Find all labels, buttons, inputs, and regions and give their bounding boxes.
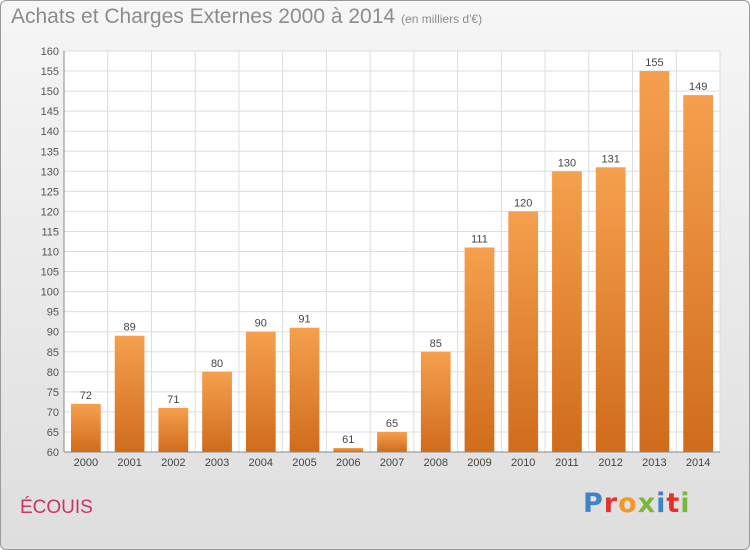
chart-subtitle: (en milliers d'€) [401,12,483,26]
y-tick-label: 95 [47,307,59,319]
y-tick-label: 135 [41,146,59,158]
x-tick-label: 2008 [423,457,447,469]
data-label: 111 [471,233,488,245]
logo-letter: P [583,488,604,519]
x-tick-label: 2014 [686,457,710,469]
data-label: 89 [123,322,135,334]
chart-title: Achats et Charges Externes 2000 à 2014 (e… [11,5,482,29]
y-tick-label: 105 [41,267,59,279]
logo-letter: r [603,488,619,519]
bar [639,71,670,453]
logo-letter: i [656,488,667,519]
bar [508,211,539,452]
y-tick-label: 155 [41,66,59,78]
data-label: 90 [255,318,267,330]
x-tick-label: 2005 [292,457,316,469]
x-tick-label: 2001 [117,457,141,469]
data-label: 61 [342,434,354,446]
x-tick-label: 2003 [205,457,229,469]
data-label: 85 [430,338,442,350]
y-tick-label: 100 [41,287,59,299]
bar [552,171,582,453]
data-label: 120 [514,197,532,209]
data-label: 65 [386,418,398,430]
bar [377,431,407,452]
y-tick-label: 120 [41,206,59,218]
x-tick-label: 2002 [161,457,185,469]
x-tick-label: 2000 [74,457,98,469]
bar [464,247,495,452]
x-tick-label: 2013 [642,457,666,469]
data-label: 80 [211,358,223,370]
x-tick-label: 2011 [555,457,579,469]
chart-title-text: Achats et Charges Externes 2000 à 2014 [11,5,396,28]
bar [245,331,276,452]
x-tick-label: 2007 [380,457,404,469]
proxiti-logo: Proxiti [583,488,691,519]
bar [114,335,145,452]
y-tick-label: 150 [41,86,59,98]
bar [333,447,364,452]
y-tick-label: 85 [47,347,59,359]
y-tick-label: 140 [41,126,59,138]
data-label: 131 [601,153,619,165]
x-tick-label: 2004 [249,457,273,469]
y-tick-label: 145 [41,106,59,118]
y-tick-label: 160 [41,46,59,58]
data-label: 71 [167,394,179,406]
y-tick-label: 110 [41,247,59,259]
bar [289,327,320,452]
x-tick-label: 2006 [336,457,360,469]
data-label: 155 [645,57,663,69]
y-tick-label: 75 [47,387,59,399]
y-tick-label: 130 [41,166,59,178]
y-tick-label: 115 [41,226,59,238]
logo-letter: i [680,488,691,519]
commune-name: ÉCOUIS [20,497,93,518]
data-label: 130 [558,157,576,169]
logo-letter: t [666,488,681,519]
x-tick-label: 2010 [511,457,535,469]
y-tick-label: 60 [47,447,59,459]
x-tick-label: 2009 [467,457,491,469]
bar [202,371,232,452]
y-tick-label: 65 [47,427,59,439]
y-tick-label: 90 [47,327,59,339]
data-label: 91 [298,314,310,326]
logo-letter: o [618,488,638,519]
x-tick-label: 2012 [598,457,622,469]
data-label: 72 [80,390,92,402]
bar [683,95,714,453]
bar [70,403,101,452]
y-tick-label: 70 [47,407,59,419]
y-tick-label: 80 [47,367,59,379]
data-label: 149 [689,81,707,93]
bar [158,407,189,452]
y-tick-label: 125 [41,186,59,198]
logo-letter: x [637,488,657,519]
bar [595,167,626,453]
bar [420,351,451,452]
